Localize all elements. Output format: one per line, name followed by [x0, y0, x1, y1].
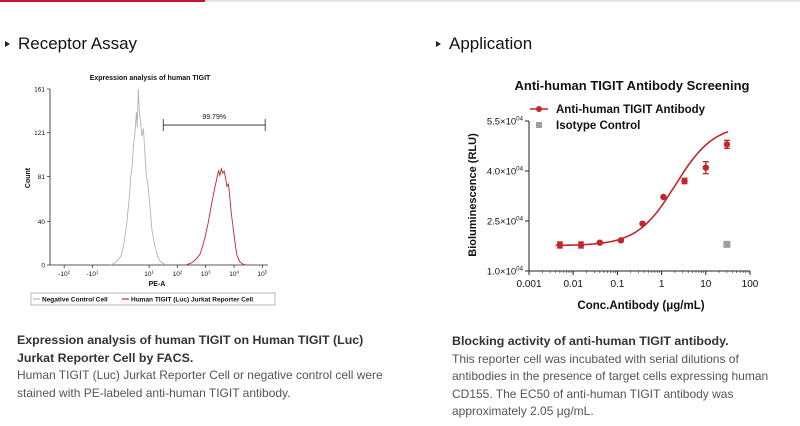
screening-x-tick-label: 10: [700, 279, 712, 290]
screening-y-tick-label: 4.0×1004: [487, 166, 524, 178]
facs-y-tick-label: 161: [34, 87, 45, 94]
antibody-data-point: [556, 241, 564, 249]
facs-x-axis-label: PE-A: [149, 281, 166, 288]
legend-antibody-label: Anti-human TIGIT Antibody: [556, 104, 706, 116]
facs-legend-box: [30, 292, 276, 306]
screening-x-axis-label: Conc.Antibody (μg/mL): [577, 300, 704, 312]
legend-isotype-marker: [536, 122, 542, 128]
antibody-fit-curve: [555, 130, 729, 247]
facs-chart-title: Expression analysis of human TIGIT: [90, 75, 211, 82]
screening-y-tick-label: 2.5×1004: [487, 216, 524, 228]
screening-chart-title: Anti-human TIGIT Antibody Screening: [515, 78, 750, 93]
legend-isotype-label: Isotype Control: [556, 120, 640, 132]
screening-x-tick-label: 1: [659, 279, 665, 290]
tigit-reporter-histogram: [185, 167, 246, 266]
legend-antibody-marker: [536, 106, 542, 112]
negative-control-histogram: [110, 88, 167, 266]
facs-x-tick-label: 104: [229, 269, 239, 278]
antibody-data-point: [639, 220, 646, 227]
top-divider-accent: [0, 0, 205, 2]
facs-legend-tigit-label: Human TIGIT (Luc) Jurkat Reporter Cell: [131, 297, 253, 304]
facs-y-tick-label: 0: [41, 263, 45, 270]
facs-x-tick-label: 101: [144, 269, 154, 278]
receptor-assay-heading: Receptor Assay: [5, 34, 137, 54]
facs-histogram-chart: Expression analysis of human TIGIT 161 12…: [25, 75, 276, 306]
antibody-data-point: [617, 237, 625, 244]
application-caption-text: This reporter cell was incubated with se…: [452, 351, 769, 419]
receptor-caption-heading: Expression analysis of human TIGIT on Hu…: [17, 333, 364, 365]
facs-y-tick-label: 121: [34, 130, 45, 137]
antibody-data-point: [577, 241, 585, 249]
screening-x-tick-label: 0.001: [516, 279, 541, 290]
isotype-data-point: [723, 240, 731, 248]
facs-x-tick-label: 102: [173, 269, 183, 278]
facs-x-tick-label: -101: [87, 269, 99, 278]
facs-x-tick-label: -102: [58, 269, 70, 278]
facs-y-tick-label: 40: [38, 219, 46, 226]
application-caption-heading: Blocking activity of anti-human TIGIT an…: [452, 334, 729, 348]
facs-y-axis-label: Count: [25, 167, 32, 188]
antibody-data-point: [681, 177, 688, 185]
receptor-assay-caption: Expression analysis of human TIGIT on Hu…: [17, 332, 397, 402]
screening-x-tick-label: 0.1: [610, 279, 624, 290]
facs-legend-negative-label: Negative Control Cell: [42, 297, 108, 304]
screening-y-tick-label: 1.0×1004: [487, 266, 524, 278]
application-title: Application: [449, 34, 533, 53]
antibody-data-point: [660, 193, 667, 201]
antibody-data-point: [723, 141, 731, 148]
antibody-data-point: [702, 164, 709, 171]
receptor-assay-title: Receptor Assay: [18, 34, 138, 53]
screening-y-axis-label: Bioluminescence (RLU): [467, 133, 479, 257]
application-heading: Application: [436, 34, 532, 54]
screening-x-tick-label: 100: [742, 279, 759, 290]
triangle-bullet-icon: [5, 41, 10, 47]
application-caption: Blocking activity of anti-human TIGIT an…: [452, 333, 792, 421]
receptor-caption-text: Human TIGIT (Luc) Jurkat Reporter Cell o…: [17, 368, 383, 400]
facs-x-tick-label: 103: [201, 269, 211, 278]
antibody-screening-chart: Anti-human TIGIT Antibody Screening Anti…: [467, 78, 759, 312]
screening-y-tick-label: 5.5×1004: [487, 116, 524, 128]
facs-x-tick-label: 105: [258, 269, 268, 278]
top-divider: [0, 0, 800, 2]
facs-y-tick-label: 81: [38, 174, 46, 181]
screening-x-tick-label: 0.01: [563, 279, 583, 290]
triangle-bullet-icon: [436, 41, 441, 47]
facs-gate-label: 99.79%: [202, 114, 226, 121]
antibody-data-point: [596, 239, 604, 246]
